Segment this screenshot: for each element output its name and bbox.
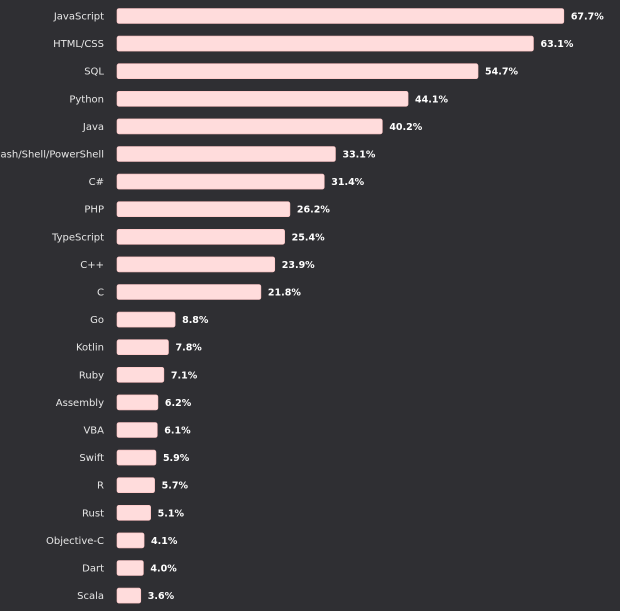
value-labels: 67.7% 63.1% 54.7% 44.1% 40.2% 33.1% 31.4% 26.2%… xyxy=(148,12,604,603)
category-label-typescript: TypeScript xyxy=(51,232,104,243)
category-label-csharp: C# xyxy=(89,177,104,188)
category-label-c: C xyxy=(97,288,104,299)
category-label-scala: Scala xyxy=(77,591,104,602)
value-label-scala: 3.6% xyxy=(148,591,175,602)
value-label-typescript: 25.4% xyxy=(292,232,325,243)
value-label-vba: 6.1% xyxy=(164,426,191,437)
value-label-html-css: 63.1% xyxy=(540,39,573,50)
bar-r xyxy=(116,477,155,494)
category-label-html-css: HTML/CSS xyxy=(53,39,104,50)
bar-typescript xyxy=(116,229,285,245)
bar-scala xyxy=(116,587,142,604)
value-label-assembly: 6.2% xyxy=(165,398,192,409)
bar-sql xyxy=(116,63,479,80)
value-label-r: 5.7% xyxy=(162,481,189,492)
value-label-csharp: 31.4% xyxy=(331,177,364,188)
value-label-kotlin: 7.8% xyxy=(175,343,202,354)
bar-php xyxy=(116,201,291,217)
category-label-sql: SQL xyxy=(84,67,104,78)
value-label-bash-shell-powershell: 33.1% xyxy=(342,150,375,161)
bar-java xyxy=(116,118,383,135)
bar-cplusplus xyxy=(116,256,276,273)
bar-javascript xyxy=(116,8,565,24)
category-label-swift: Swift xyxy=(79,453,104,464)
category-label-assembly: Assembly xyxy=(56,398,104,409)
bar-ruby xyxy=(116,366,165,383)
category-label-bash-shell-powershell: Bash/Shell/PowerShell xyxy=(0,150,104,161)
value-label-objective-c: 4.1% xyxy=(151,536,178,547)
category-label-rust: Rust xyxy=(82,508,104,519)
bar-c xyxy=(116,284,262,300)
value-label-ruby: 7.1% xyxy=(171,370,198,381)
bar-bash-shell-powershell xyxy=(116,146,336,162)
value-label-rust: 5.1% xyxy=(158,508,185,519)
value-label-c: 21.8% xyxy=(268,288,301,299)
value-label-go: 8.8% xyxy=(182,315,209,326)
category-label-r: R xyxy=(97,481,104,492)
category-label-cplusplus: C++ xyxy=(80,260,104,271)
category-label-python: Python xyxy=(69,94,104,105)
bar-kotlin xyxy=(116,339,169,356)
bar-rust xyxy=(116,504,151,521)
bar-csharp xyxy=(116,173,325,190)
category-label-go: Go xyxy=(90,315,104,326)
value-label-swift: 5.9% xyxy=(163,453,190,464)
bar-python xyxy=(116,91,409,107)
bar-go xyxy=(116,311,176,328)
bars xyxy=(116,8,565,604)
value-label-cplusplus: 23.9% xyxy=(282,260,315,271)
value-label-python: 44.1% xyxy=(415,94,448,105)
value-label-javascript: 67.7% xyxy=(571,12,604,23)
category-label-php: PHP xyxy=(84,205,104,216)
category-labels: JavaScript HTML/CSS SQL Python Java Bash/Shel… xyxy=(0,12,104,603)
category-label-ruby: Ruby xyxy=(79,370,104,381)
bar-dart xyxy=(116,560,144,576)
value-label-php: 26.2% xyxy=(297,205,330,216)
category-label-dart: Dart xyxy=(82,564,104,575)
value-label-java: 40.2% xyxy=(389,122,422,133)
bar-assembly xyxy=(116,394,159,411)
category-label-javascript: JavaScript xyxy=(53,12,104,23)
category-label-vba: VBA xyxy=(83,426,104,437)
value-label-dart: 4.0% xyxy=(150,564,177,575)
bar-vba xyxy=(116,422,158,438)
bar-objective-c xyxy=(116,532,145,549)
category-label-kotlin: Kotlin xyxy=(76,343,104,354)
bar-swift xyxy=(116,449,157,466)
category-label-objective-c: Objective-C xyxy=(46,536,104,547)
bar-html-css xyxy=(116,35,534,52)
category-label-java: Java xyxy=(82,122,104,133)
value-label-sql: 54.7% xyxy=(485,67,518,78)
